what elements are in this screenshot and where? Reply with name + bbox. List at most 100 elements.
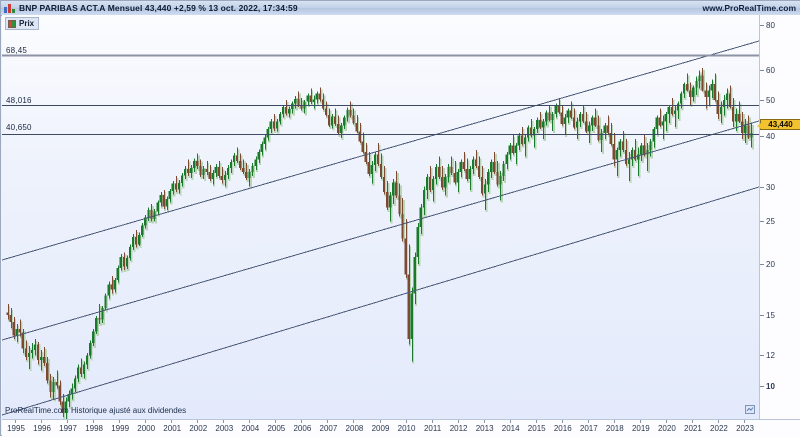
candle-shadow	[724, 96, 727, 118]
candle-body	[165, 199, 168, 207]
candle-shadow	[519, 135, 522, 153]
candle-body	[585, 121, 588, 132]
candle-shadow	[114, 279, 118, 295]
candle-shadow	[708, 87, 712, 107]
candle-shadow	[185, 167, 188, 182]
series-legend[interactable]: Prix	[5, 17, 40, 30]
candle-body	[49, 380, 52, 393]
candle-shadow	[148, 209, 151, 223]
candle-body	[630, 150, 634, 160]
candle-body	[496, 171, 499, 185]
date-axis-tick-label: 1998	[85, 424, 103, 433]
candle-body	[401, 213, 404, 239]
window-title-bar: BNP PARIBAS ACT.A Mensuel 43,440 +2,59 %…	[1, 1, 800, 16]
candle-body	[487, 171, 490, 185]
date-axis-tick-label: 2003	[215, 424, 234, 433]
tick-dash	[760, 355, 764, 356]
candle-body	[232, 155, 236, 163]
candle-body	[183, 168, 187, 176]
brand-link[interactable]: www.ProRealTime.com	[702, 3, 796, 13]
price-level-label: 68,45	[6, 46, 28, 55]
tick-dash	[223, 420, 225, 423]
chart-tool-icon[interactable]	[745, 405, 755, 414]
candle-body	[128, 246, 132, 258]
candle-shadow	[38, 343, 41, 367]
candle-shadow	[347, 109, 350, 124]
candle-shadow	[525, 136, 528, 159]
candle-body	[217, 166, 220, 176]
candle-shadow	[323, 95, 326, 112]
candle-body	[741, 121, 744, 134]
tick-dash	[639, 420, 641, 423]
candle-shadow	[418, 224, 421, 266]
candle-shadow	[225, 172, 228, 189]
candle-body	[254, 159, 257, 166]
candle-shadow	[292, 103, 295, 116]
candle-body	[634, 150, 637, 160]
candle-shadow	[485, 181, 488, 213]
candle-body	[226, 167, 230, 175]
candle-shadow	[243, 161, 246, 176]
candle-body	[615, 150, 618, 160]
candle-shadow	[249, 170, 252, 189]
candle-shadow	[503, 163, 506, 184]
candle-body	[110, 284, 113, 290]
candle-body	[168, 191, 171, 200]
candle-shadow	[534, 128, 537, 150]
candle-body	[676, 103, 680, 111]
candle-shadow	[543, 121, 546, 141]
candle-body	[119, 257, 122, 269]
candle-body	[251, 165, 254, 172]
price-plot-area[interactable]: 68,45 48,016 40,650	[2, 15, 759, 419]
candle-body	[24, 348, 28, 358]
candle-body	[343, 117, 346, 126]
candle-body	[603, 125, 606, 134]
candle-shadow	[402, 199, 405, 244]
price-axis[interactable]: 80 60 50 40 30 25 20 15 12 10 43,440	[757, 15, 800, 419]
candle-shadow	[268, 128, 271, 143]
candle-body	[502, 164, 505, 176]
tick-dash	[379, 420, 381, 423]
candle-body	[12, 321, 15, 336]
candle-shadow	[565, 116, 568, 137]
date-axis-tick-label: 2013	[475, 424, 494, 433]
candle-body	[180, 175, 184, 183]
candle-body	[683, 84, 686, 94]
date-axis-tick-label: 2007	[319, 424, 338, 433]
candle-shadow	[81, 360, 84, 379]
candle-body	[55, 381, 58, 386]
candle-shadow	[617, 149, 620, 178]
candle-body	[698, 75, 701, 82]
candle-shadow	[497, 163, 500, 189]
candle-body	[395, 182, 398, 196]
candle-body	[196, 161, 199, 166]
candle-body	[557, 105, 560, 113]
date-axis-tick-label: 2017	[579, 424, 598, 433]
candle-shadow	[635, 140, 638, 164]
candle-shadow	[298, 93, 301, 109]
candle-shadow	[320, 89, 323, 104]
tick-dash	[760, 70, 764, 71]
candle-body	[673, 110, 677, 115]
date-axis-tick-label: 2014	[501, 424, 520, 433]
candle-shadow	[99, 305, 102, 327]
candle-shadow	[170, 190, 173, 205]
candle-shadow	[216, 166, 219, 180]
candle-body	[646, 150, 649, 155]
date-axis-tick-label: 2009	[371, 424, 390, 433]
candle-shadow	[344, 117, 347, 132]
candle-body	[425, 177, 429, 190]
date-axis[interactable]: 1995 1996 1997 1998 1999 2000 2001 2002 2003 2004…	[2, 419, 800, 437]
candle-body	[386, 192, 389, 208]
candle-shadow	[546, 112, 549, 128]
last-price-badge[interactable]: 43,440	[757, 119, 800, 130]
candle-body	[655, 117, 658, 130]
candle-shadow	[699, 72, 702, 91]
candle-shadow	[105, 295, 109, 313]
price-axis-tick-label: 40	[766, 132, 775, 141]
candle-shadow	[736, 110, 739, 133]
candle-body	[679, 93, 683, 104]
candle-body	[138, 234, 141, 245]
candle-shadow	[696, 78, 699, 97]
candle-body	[131, 237, 135, 247]
